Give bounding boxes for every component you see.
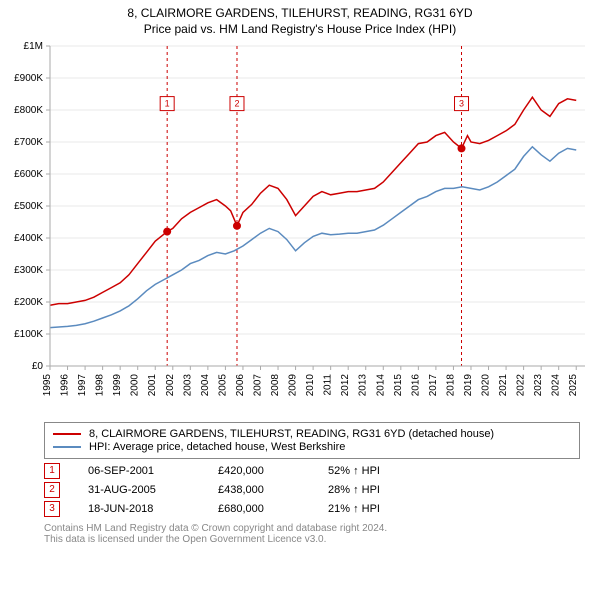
svg-text:2001: 2001 xyxy=(147,374,158,397)
svg-text:£1M: £1M xyxy=(24,41,43,52)
svg-text:2009: 2009 xyxy=(288,374,299,397)
svg-text:£400K: £400K xyxy=(14,233,43,244)
svg-text:2013: 2013 xyxy=(358,374,369,397)
svg-text:2004: 2004 xyxy=(200,374,211,397)
sale-hpi-delta: 28% ↑ HPI xyxy=(328,484,448,496)
svg-text:1995: 1995 xyxy=(42,374,53,397)
sale-date: 18-JUN-2018 xyxy=(88,503,218,515)
legend-swatch xyxy=(53,433,81,435)
svg-text:2015: 2015 xyxy=(393,374,404,397)
sales-list: 1 06-SEP-2001£420,00052% ↑ HPI 2 31-AUG-200… xyxy=(44,463,580,517)
titles: 8, CLAIRMORE GARDENS, TILEHURST, READING… xyxy=(0,0,600,36)
svg-text:1999: 1999 xyxy=(112,374,123,397)
chart: £0 £100K £200K £300K £400K £500K £600K £700K £80… xyxy=(0,36,600,416)
svg-text:2008: 2008 xyxy=(270,374,281,397)
svg-text:£100K: £100K xyxy=(14,329,43,340)
sale-row: 2 31-AUG-2005£438,00028% ↑ HPI xyxy=(44,482,580,498)
svg-text:3: 3 xyxy=(459,99,464,109)
svg-text:2012: 2012 xyxy=(340,374,351,397)
svg-text:2014: 2014 xyxy=(375,374,386,397)
svg-text:2010: 2010 xyxy=(305,374,316,397)
sale-hpi-delta: 52% ↑ HPI xyxy=(328,465,448,477)
svg-text:£800K: £800K xyxy=(14,105,43,116)
sale-row: 3 18-JUN-2018£680,00021% ↑ HPI xyxy=(44,501,580,517)
svg-text:1: 1 xyxy=(165,99,170,109)
sale-number-box: 3 xyxy=(44,501,60,517)
sale-price: £438,000 xyxy=(218,484,328,496)
svg-text:£200K: £200K xyxy=(14,297,43,308)
chart-title: 8, CLAIRMORE GARDENS, TILEHURST, READING… xyxy=(0,6,600,20)
svg-text:2003: 2003 xyxy=(182,374,193,397)
legend-label: HPI: Average price, detached house, West… xyxy=(89,441,345,453)
legend-row: HPI: Average price, detached house, West… xyxy=(53,441,571,453)
sale-point xyxy=(163,228,171,236)
svg-text:2020: 2020 xyxy=(481,374,492,397)
chart-subtitle: Price paid vs. HM Land Registry's House … xyxy=(0,22,600,36)
svg-text:1997: 1997 xyxy=(77,374,88,397)
sale-point xyxy=(233,222,241,230)
page: 8, CLAIRMORE GARDENS, TILEHURST, READING… xyxy=(0,0,600,545)
footer: Contains HM Land Registry data © Crown c… xyxy=(44,523,580,545)
svg-text:£900K: £900K xyxy=(14,73,43,84)
footer-line2: This data is licensed under the Open Gov… xyxy=(44,534,580,545)
legend-row: 8, CLAIRMORE GARDENS, TILEHURST, READING… xyxy=(53,428,571,440)
svg-text:2025: 2025 xyxy=(568,374,579,397)
chart-svg: £0 £100K £200K £300K £400K £500K £600K £700K £80… xyxy=(0,36,600,416)
svg-text:2023: 2023 xyxy=(533,374,544,397)
sale-point xyxy=(458,144,466,152)
svg-text:2000: 2000 xyxy=(130,374,141,397)
svg-text:£500K: £500K xyxy=(14,201,43,212)
sale-date: 31-AUG-2005 xyxy=(88,484,218,496)
svg-text:£300K: £300K xyxy=(14,265,43,276)
sale-row: 1 06-SEP-2001£420,00052% ↑ HPI xyxy=(44,463,580,479)
svg-text:2022: 2022 xyxy=(516,374,527,397)
legend-swatch xyxy=(53,446,81,448)
svg-text:2005: 2005 xyxy=(217,374,228,397)
svg-text:£700K: £700K xyxy=(14,137,43,148)
sale-hpi-delta: 21% ↑ HPI xyxy=(328,503,448,515)
svg-text:2011: 2011 xyxy=(323,374,334,396)
svg-text:2019: 2019 xyxy=(463,374,474,397)
sale-date: 06-SEP-2001 xyxy=(88,465,218,477)
svg-text:1996: 1996 xyxy=(60,374,71,397)
legend: 8, CLAIRMORE GARDENS, TILEHURST, READING… xyxy=(44,422,580,459)
svg-text:2007: 2007 xyxy=(252,374,263,397)
sale-number-box: 1 xyxy=(44,463,60,479)
svg-text:2021: 2021 xyxy=(498,374,509,397)
svg-text:2018: 2018 xyxy=(445,374,456,397)
svg-text:2002: 2002 xyxy=(165,374,176,397)
sale-price: £420,000 xyxy=(218,465,328,477)
sale-price: £680,000 xyxy=(218,503,328,515)
svg-text:£0: £0 xyxy=(32,361,44,372)
svg-text:2024: 2024 xyxy=(551,374,562,397)
svg-text:£600K: £600K xyxy=(14,169,43,180)
svg-text:2016: 2016 xyxy=(410,374,421,397)
svg-text:2017: 2017 xyxy=(428,374,439,397)
svg-text:2: 2 xyxy=(234,99,239,109)
footer-line1: Contains HM Land Registry data © Crown c… xyxy=(44,523,580,534)
svg-text:1998: 1998 xyxy=(95,374,106,397)
svg-text:2006: 2006 xyxy=(235,374,246,397)
legend-label: 8, CLAIRMORE GARDENS, TILEHURST, READING… xyxy=(89,428,494,440)
sale-number-box: 2 xyxy=(44,482,60,498)
